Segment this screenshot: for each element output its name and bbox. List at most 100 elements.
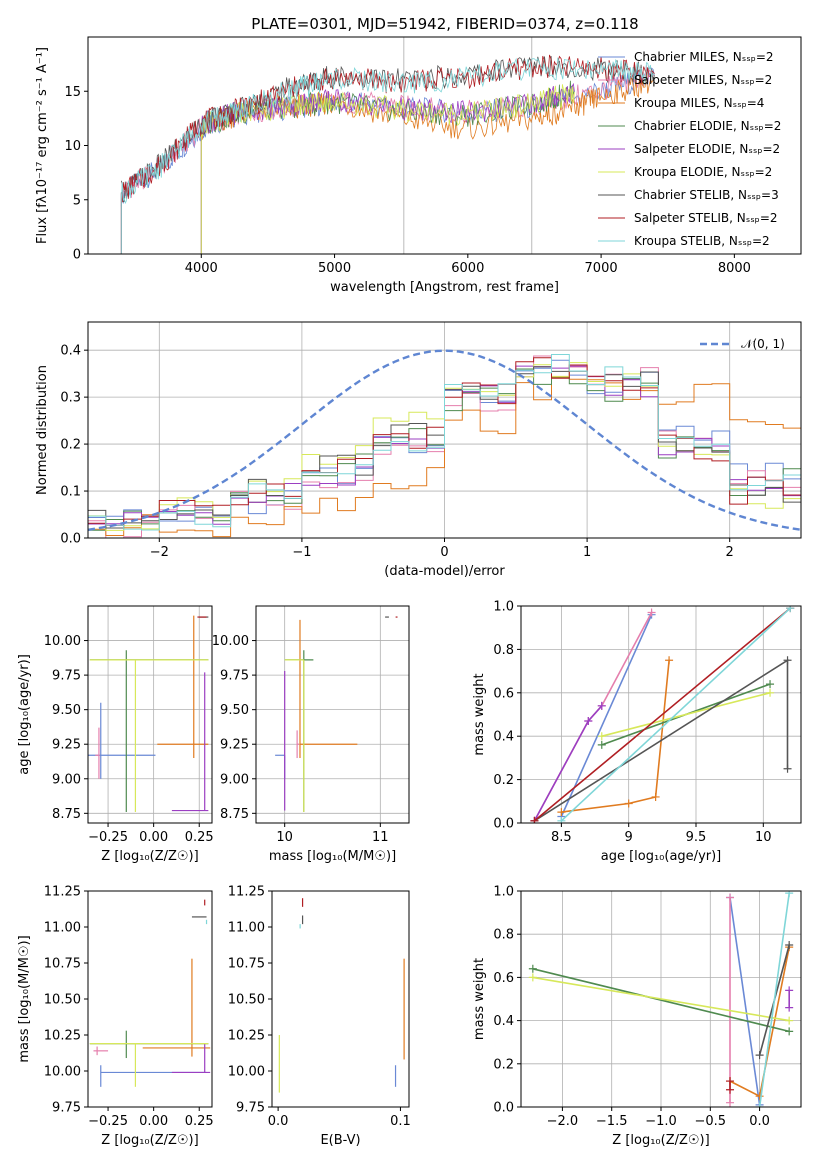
y-tick-label: 9.75 <box>52 1101 81 1116</box>
weight-point-marker <box>766 680 775 689</box>
y-axis-label: age [log₁₀(age/yr)] <box>17 654 32 775</box>
plot-area <box>89 899 211 1087</box>
weight-point-marker <box>726 893 735 902</box>
weight-point-marker <box>597 701 606 710</box>
y-tick-label: 0.2 <box>493 1057 514 1072</box>
x-tick-label: 2 <box>726 545 734 560</box>
legend-entry: Chabrier ELODIE, Nₛₛₚ=2 <box>634 119 781 133</box>
weight-point-marker <box>785 1027 794 1036</box>
y-tick-label: 0.2 <box>493 773 514 788</box>
panel-age-vs-Z: −0.25 0.00 0.25 8.75 9.00 9.25 9.50 9.75 10.00 Z … <box>17 605 214 864</box>
x-tick-label: 7000 <box>585 261 618 276</box>
x-axis-label: Z [log₁₀(Z/Z☉)] <box>612 1133 709 1148</box>
y-tick-label: 10.00 <box>44 634 81 649</box>
panel-weight-vs-Z: −2.0 −1.5 −1.0 −0.5 0.0 0.0 0.2 0.4 0.6 0.8 1.0 Z [… <box>472 885 802 1148</box>
legend: Chabrier MILES, Nₛₛₚ=2 Salpeter MILES, Nₛ… <box>598 50 781 248</box>
weight-series-line <box>533 607 791 822</box>
panel-residuals: −2 −1 0 1 2 0.0 0.1 0.2 0.3 0.4 (data-model)/error… <box>35 321 802 579</box>
x-tick-label: 0.1 <box>390 1114 411 1129</box>
axes-frame <box>87 605 213 824</box>
x-tick-label: −1.5 <box>596 1114 628 1129</box>
legend-entry: Chabrier STELIB, Nₛₛₚ=3 <box>634 188 779 202</box>
y-tick-label: 0.8 <box>493 643 514 658</box>
weight-point-marker <box>597 740 606 749</box>
weight-series-line <box>729 897 761 1105</box>
legend-entry: Kroupa ELODIE, Nₛₛₚ=2 <box>634 165 772 179</box>
y-axis-label: mass [log₁₀(M/M☉)] <box>17 935 32 1062</box>
y-tick-label: 0.0 <box>60 532 81 547</box>
y-tick-label: 8.75 <box>220 807 249 822</box>
x-tick-label: 0.0 <box>749 1114 770 1129</box>
y-tick-label: 9.25 <box>220 738 249 753</box>
weight-point-marker <box>786 606 795 613</box>
errorbar-point <box>296 730 300 759</box>
y-tick-label: 11.00 <box>228 921 265 936</box>
plot-area <box>278 898 405 1093</box>
x-axis-label: Z [log₁₀(Z/Z☉)] <box>101 849 198 864</box>
weight-series-line <box>561 660 670 813</box>
x-axis-label: mass [log₁₀(M/M☉)] <box>269 849 396 864</box>
y-tick-label: 10.00 <box>228 1065 265 1080</box>
y-tick-label: 10 <box>64 139 81 154</box>
x-tick-label: 0.0 <box>268 1114 289 1129</box>
x-axis-label: Z [log₁₀(Z/Z☉)] <box>101 1133 198 1148</box>
y-tick-label: 0.0 <box>493 1101 514 1116</box>
y-tick-label: 9.50 <box>220 703 249 718</box>
weight-point-marker <box>766 688 775 697</box>
weight-point-marker <box>557 816 566 823</box>
x-tick-label: 8.5 <box>551 830 572 845</box>
x-tick-label: 9 <box>625 830 633 845</box>
x-axis-label: age [log₁₀(age/yr)] <box>601 849 722 864</box>
y-tick-label: 9.00 <box>52 772 81 787</box>
legend-entry: Salpeter MILES, Nₛₛₚ=2 <box>634 73 772 87</box>
weight-series-line <box>758 893 790 1107</box>
weight-point-marker <box>665 656 674 665</box>
y-tick-label: 0.6 <box>493 686 514 701</box>
plot-area <box>521 891 801 1107</box>
panel-mass-vs-EBV: 0.0 0.1 9.75 10.00 10.25 10.50 10.75 11.00 11.25… <box>228 885 411 1149</box>
weight-point-marker <box>785 986 794 995</box>
y-tick-label: 0.1 <box>60 485 81 500</box>
x-tick-label: 8000 <box>718 261 751 276</box>
plot-area <box>88 606 212 823</box>
x-tick-label: 10 <box>276 830 293 845</box>
histogram-series <box>88 354 801 531</box>
axes-frame <box>271 890 410 1108</box>
weight-point-marker <box>785 941 794 949</box>
x-tick-label: 0.00 <box>139 830 168 845</box>
errorbar-point <box>89 1030 209 1059</box>
weight-point-marker <box>726 1077 735 1086</box>
x-tick-label: 11 <box>372 830 389 845</box>
y-tick-label: 10.25 <box>228 1029 265 1044</box>
x-axis-label: wavelength [Angstrom, rest frame] <box>330 280 559 295</box>
y-tick-label: 9.00 <box>220 772 249 787</box>
y-tick-label: 11.25 <box>228 885 265 900</box>
x-tick-label: −1.0 <box>645 1114 677 1129</box>
spectrum-series-line <box>200 72 655 141</box>
y-tick-label: 0.4 <box>493 1014 514 1029</box>
panel-age-vs-mass: 10 11 8.75 9.00 9.25 9.50 9.75 10.00 mass [log₁₀… <box>212 605 410 864</box>
x-tick-label: 6000 <box>451 261 484 276</box>
y-tick-label: 10.00 <box>44 1065 81 1080</box>
weight-point-marker <box>651 792 660 801</box>
y-tick-label: 15 <box>64 85 81 100</box>
y-tick-label: 0.3 <box>60 391 81 406</box>
weight-point-marker <box>785 891 794 898</box>
legend-entry: Chabrier MILES, Nₛₛₚ=2 <box>634 50 774 64</box>
y-tick-label: 0 <box>73 248 81 263</box>
y-tick-label: 10.25 <box>44 1029 81 1044</box>
weight-point-marker <box>783 764 792 773</box>
weight-point-marker <box>557 808 566 817</box>
y-tick-label: 0.0 <box>493 817 514 832</box>
spectrum-series-line <box>121 54 655 203</box>
plot-area <box>521 606 801 823</box>
figure-title: PLATE=0301, MJD=51942, FIBERID=0374, z=0… <box>251 15 638 33</box>
y-axis-label: mass weight <box>472 958 487 1040</box>
x-tick-label: −0.5 <box>695 1114 727 1129</box>
x-tick-label: −0.25 <box>88 1114 128 1129</box>
errorbar-point <box>142 958 211 1057</box>
weight-series-line <box>601 692 771 737</box>
x-tick-label: 0.25 <box>185 830 214 845</box>
weight-series-line <box>560 607 791 822</box>
